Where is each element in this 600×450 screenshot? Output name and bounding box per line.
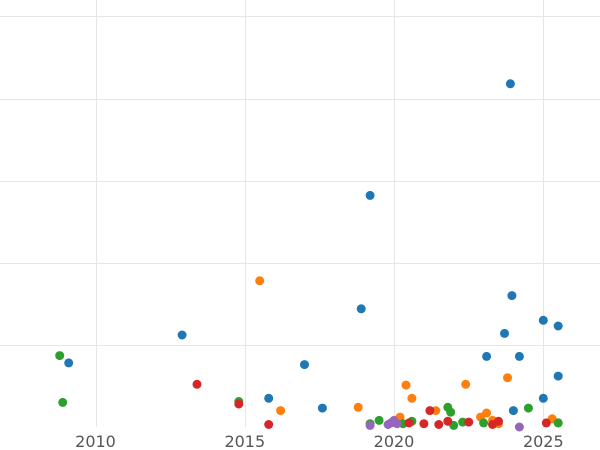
data-point — [64, 358, 74, 368]
data-point — [541, 418, 551, 428]
data-point — [255, 276, 265, 286]
data-point — [507, 291, 517, 301]
data-point — [300, 360, 309, 370]
x-tick-label: 2010 — [75, 432, 116, 450]
data-point — [538, 315, 548, 325]
data-point — [482, 408, 492, 418]
data-point — [464, 417, 474, 427]
data-point — [505, 79, 515, 89]
data-point — [508, 406, 518, 416]
data-point — [374, 415, 384, 425]
data-point — [479, 418, 489, 428]
data-point — [365, 190, 375, 200]
data-point — [264, 393, 274, 403]
data-point — [392, 419, 402, 429]
data-point — [482, 351, 492, 361]
data-point — [404, 418, 414, 428]
data-point — [192, 379, 202, 389]
series-4 — [365, 415, 524, 432]
x-tick-label: 2015 — [224, 432, 265, 450]
data-point — [407, 393, 417, 403]
data-points — [55, 79, 563, 432]
data-point — [58, 397, 68, 407]
data-point — [55, 351, 65, 361]
data-point — [356, 304, 366, 314]
data-point — [553, 371, 563, 381]
x-tick-label: 2020 — [374, 432, 415, 450]
data-point — [523, 403, 533, 413]
data-point — [553, 321, 563, 331]
series-3 — [192, 379, 551, 429]
series-0 — [64, 79, 563, 416]
data-point — [514, 422, 524, 432]
x-tick-label: 2025 — [523, 432, 564, 450]
data-point — [177, 330, 187, 340]
data-point — [494, 416, 503, 426]
series-2 — [55, 351, 563, 430]
data-point — [538, 393, 548, 403]
x-axis-tick-labels: 2010 2015 2020 2025 — [75, 432, 564, 450]
series-1 — [255, 276, 563, 429]
data-point — [553, 418, 563, 428]
data-point — [425, 406, 435, 416]
data-point — [276, 406, 286, 416]
data-point — [353, 402, 363, 412]
data-point — [419, 419, 429, 429]
data-point — [514, 351, 524, 361]
data-point — [446, 407, 456, 417]
data-point — [264, 420, 274, 429]
data-point — [317, 403, 327, 413]
data-point — [500, 328, 509, 338]
data-point — [503, 373, 512, 383]
grid-lines — [0, 0, 600, 427]
data-point — [461, 379, 471, 389]
data-point — [365, 420, 375, 430]
data-point — [434, 420, 444, 429]
data-point — [234, 399, 244, 409]
data-point — [401, 380, 411, 390]
data-point — [443, 416, 453, 426]
